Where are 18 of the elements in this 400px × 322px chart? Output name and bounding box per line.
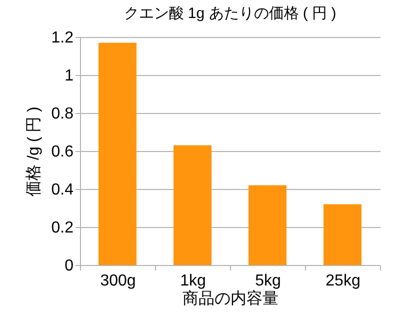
x-tick-label: 1kg [180, 272, 206, 290]
y-tick-label: 0.2 [51, 220, 74, 236]
x-tick-label: 25kg [326, 272, 360, 290]
y-tick-label: 0.4 [51, 182, 74, 198]
y-tick-label: 0.8 [51, 106, 74, 122]
bar [174, 145, 212, 265]
bar [98, 42, 136, 265]
x-axis-title: 商品の内容量 [182, 290, 278, 308]
x-tick-label: 5kg [255, 272, 281, 290]
y-tick-label: 0.6 [51, 144, 74, 160]
y-tick-label: 1.2 [51, 30, 74, 46]
y-axis-title: 価格 /g ( 円 ) [25, 106, 42, 196]
y-tick-label: 1 [64, 68, 74, 84]
x-tick-label: 300g [100, 272, 136, 290]
y-tick-label: 0 [64, 258, 74, 274]
bar [324, 204, 362, 265]
chart-title: クエン酸 1g あたりの価格 ( 円 ) [124, 5, 336, 22]
bar [248, 185, 286, 265]
